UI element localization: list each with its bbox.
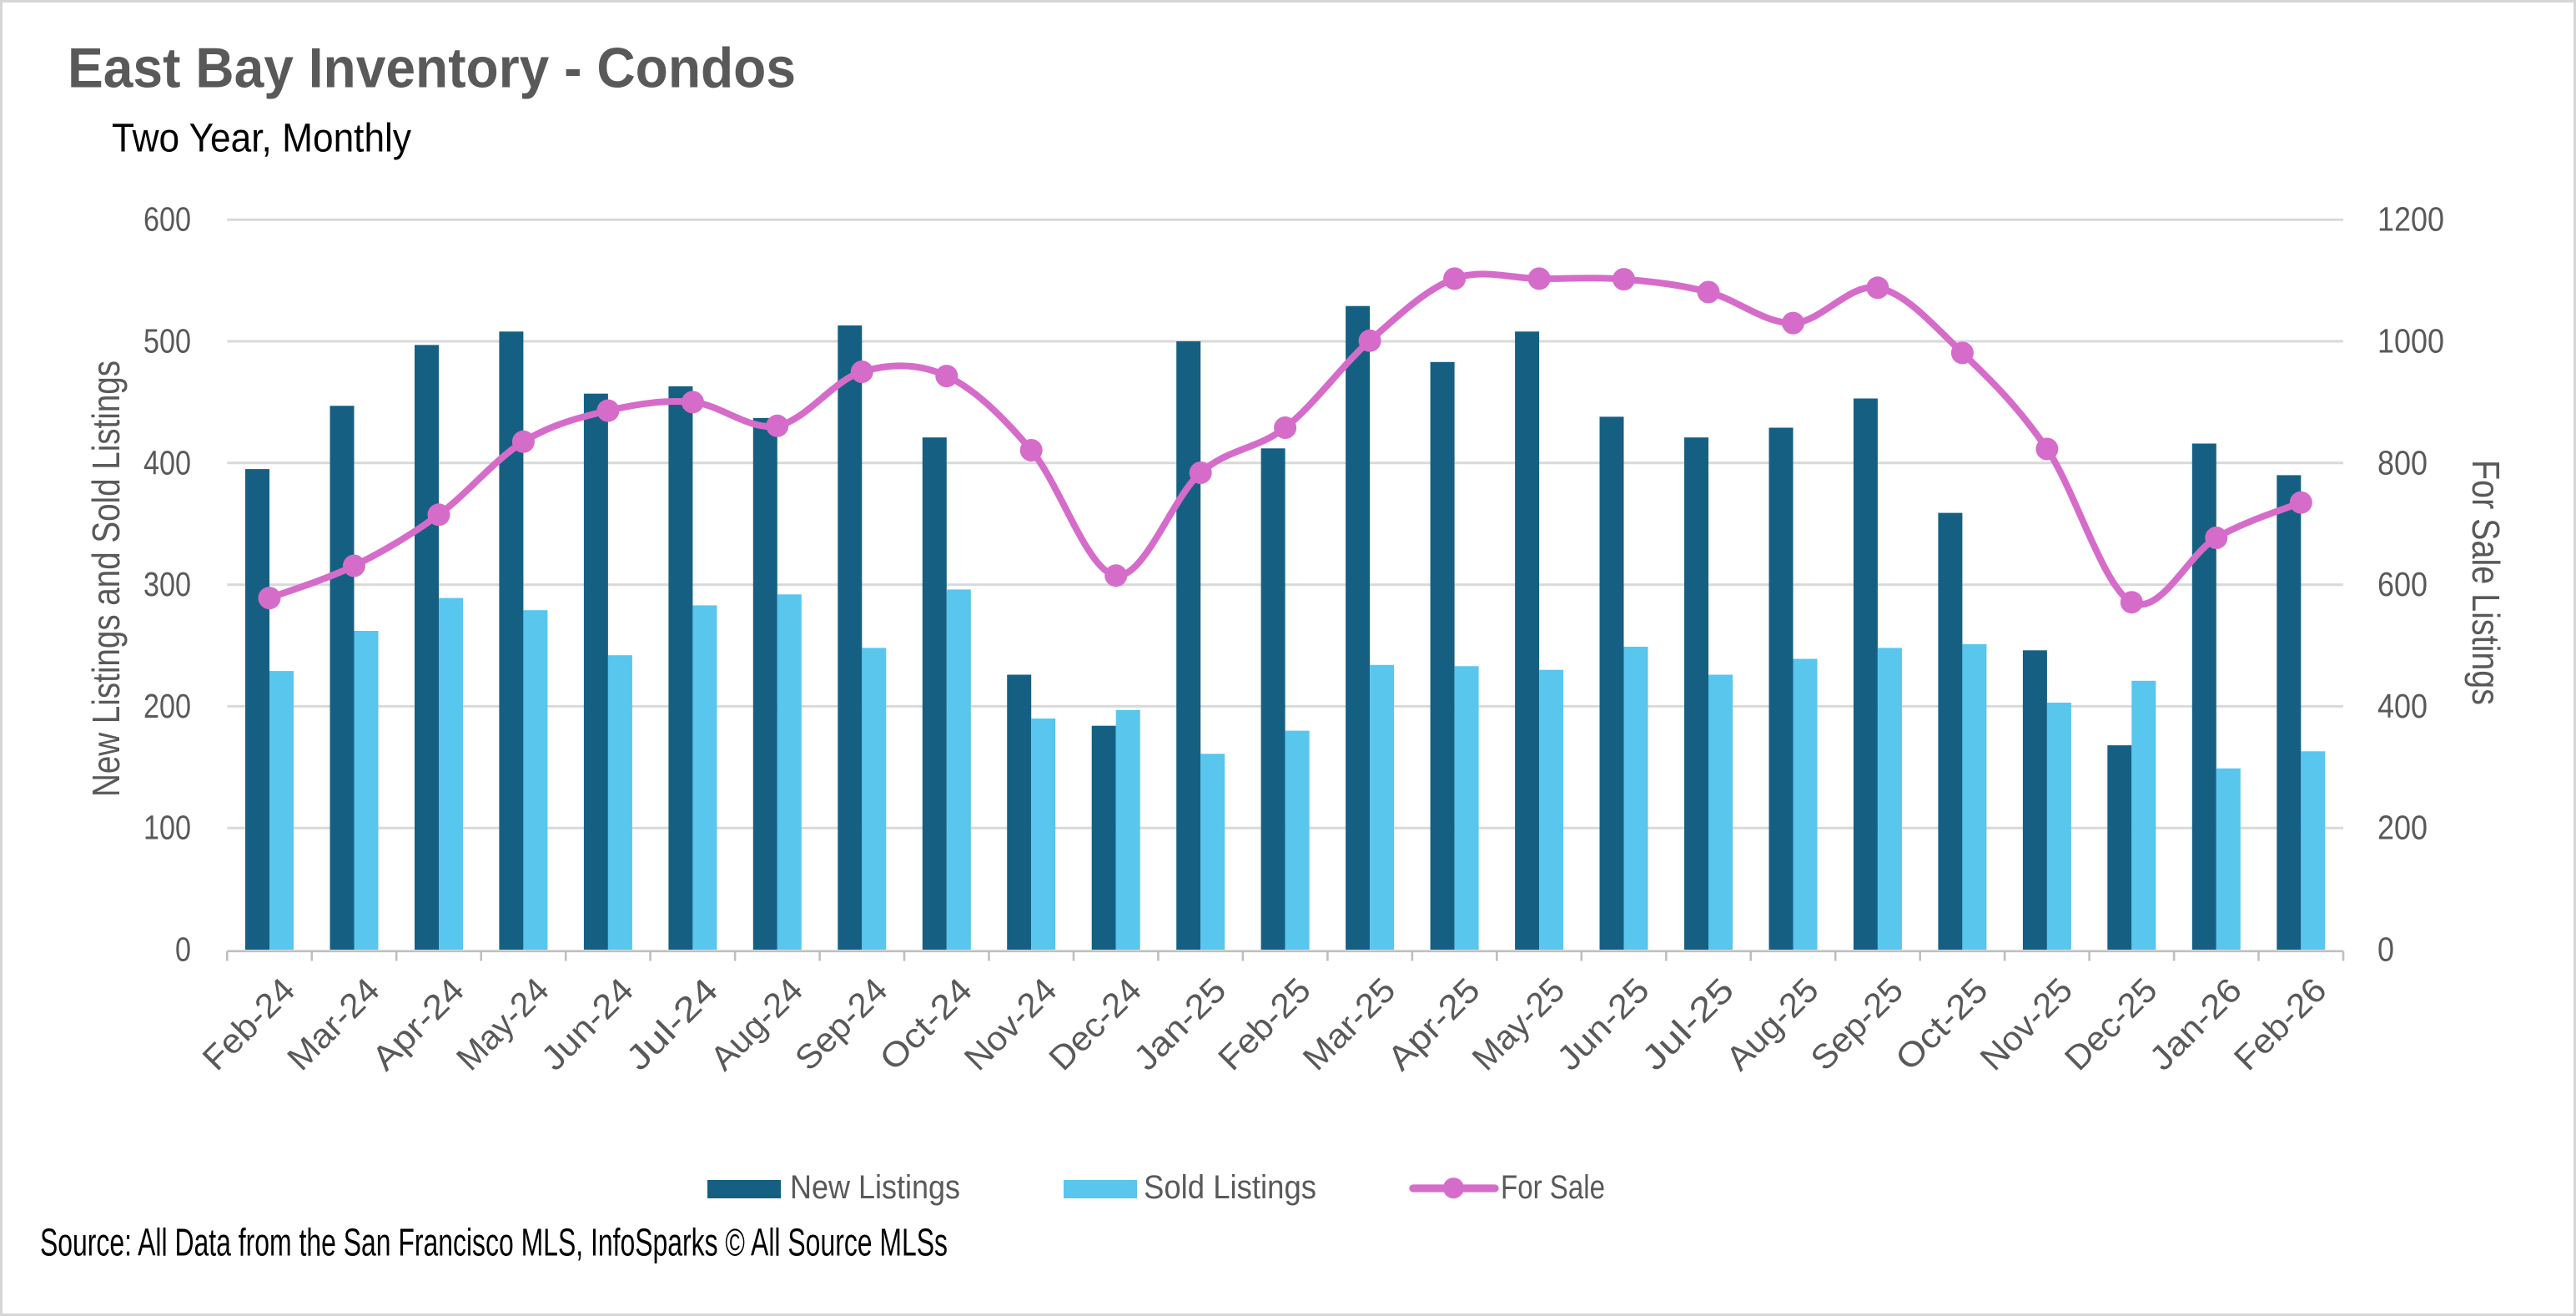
svg-text:0: 0: [175, 930, 191, 969]
svg-text:New Listings and Sold Listings: New Listings and Sold Listings: [84, 361, 128, 797]
svg-text:New Listings: New Listings: [790, 1169, 960, 1206]
svg-text:300: 300: [143, 565, 191, 603]
svg-text:For Sale Listings: For Sale Listings: [2464, 460, 2508, 705]
svg-text:400: 400: [2377, 687, 2428, 725]
svg-text:Source: All Data from the San: Source: All Data from the San Francisco …: [40, 1220, 948, 1263]
svg-text:0: 0: [2377, 930, 2394, 969]
svg-text:100: 100: [143, 809, 191, 847]
svg-text:400: 400: [143, 443, 191, 482]
svg-text:500: 500: [143, 322, 191, 361]
svg-text:800: 800: [2377, 443, 2428, 482]
svg-text:For Sale: For Sale: [1501, 1169, 1605, 1206]
svg-text:East Bay Inventory - Condos: East Bay Inventory - Condos: [68, 37, 796, 100]
svg-text:Sold Listings: Sold Listings: [1144, 1169, 1316, 1206]
svg-text:200: 200: [2377, 809, 2428, 847]
svg-text:1200: 1200: [2377, 200, 2444, 239]
svg-text:600: 600: [2377, 565, 2428, 603]
svg-text:200: 200: [143, 687, 191, 725]
svg-text:1000: 1000: [2377, 322, 2444, 361]
svg-text:Two Year, Monthly: Two Year, Monthly: [112, 117, 411, 161]
svg-text:600: 600: [143, 200, 191, 239]
